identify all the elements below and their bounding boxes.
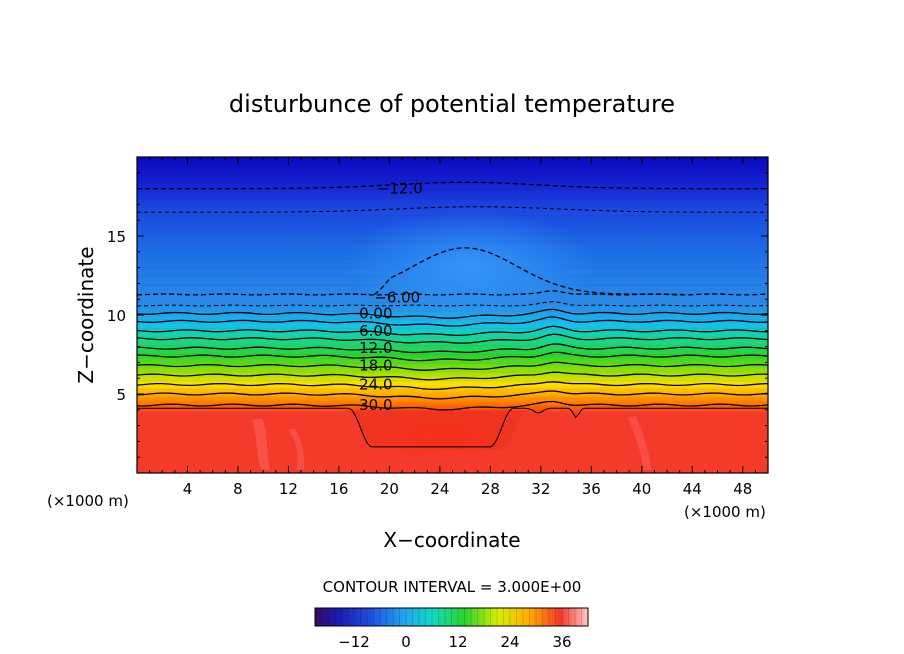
x-tick-label: 8 [233,480,243,498]
contour-line [137,333,768,344]
colorbar-tick-label: 24 [500,633,519,651]
x-tick-label: 40 [632,480,651,498]
contour-label: 30.0 [359,396,392,414]
x-tick-label: 4 [183,480,193,498]
contour-line-basin [137,407,768,448]
contour-label: 18.0 [359,357,392,375]
contour-line [137,325,768,337]
contour-line [137,371,768,381]
colorbar-frame [314,607,589,627]
colorbar-tick-label: 0 [401,633,411,651]
colorbar-steps [314,608,589,626]
colorbar-fill [315,608,588,626]
contour-label: 12.0 [359,339,392,357]
x-tick-label: 32 [531,480,550,498]
x-tick-label: 24 [430,480,449,498]
contour-label: 24.0 [359,376,392,394]
bubble-anomaly [345,210,595,320]
warm-core [350,400,530,460]
x-axis-title: X−coordinate [383,528,520,552]
colorbar-ticks: −12 0 12 24 36 [338,633,571,651]
contour-line-bubble [373,247,684,296]
x-unit-right: (×1000 m) [684,503,766,521]
contour-line [137,390,768,400]
contour-label: −6.00 [374,289,420,307]
contour-lines [137,181,768,448]
contour-interval-label: CONTOUR INTERVAL = 3.000E+00 [323,578,582,596]
contour-label: 6.00 [359,322,392,340]
contour-line-dashed [137,206,768,213]
y-tick-label: 15 [107,228,126,246]
x-axis: 4 8 12 16 20 24 28 32 36 40 44 48 [149,157,756,498]
x-unit-left: (×1000 m) [47,492,129,510]
contour-line [137,351,768,362]
pale-streak-1 [252,418,270,470]
colorbar-tick-label: 36 [552,633,571,651]
contour-label: 0.00 [359,304,392,322]
y-tick-label: 5 [116,386,126,404]
x-tick-label: 36 [582,480,601,498]
chart-title: disturbunce of potential temperature [229,90,675,118]
y-axis: 5 10 15 [107,172,768,458]
contour-line [137,343,768,354]
x-tick-label: 12 [279,480,298,498]
contour-line-dashed [137,290,768,296]
x-tick-label: 20 [380,480,399,498]
x-tick-label: 28 [481,480,500,498]
x-tick-label: 44 [683,480,702,498]
contour-line-dashed [137,301,768,307]
x-tick-label: 48 [733,480,752,498]
contour-line [137,381,768,391]
colorbar: −12 0 12 24 36 [314,607,589,651]
contour-line [137,361,768,371]
contour-label: −12.0 [377,180,423,198]
contour-line [137,316,768,327]
y-axis-title: Z−coordinate [74,246,98,383]
x-tick-label: 16 [329,480,348,498]
pale-streak-3 [628,416,652,470]
pale-streak-2 [288,428,305,470]
colorbar-tick-label: 12 [448,633,467,651]
y-tick-label: 10 [107,307,126,325]
colorbar-tick-label: −12 [338,633,370,651]
contour-line [137,308,768,319]
contour-line [137,400,768,411]
contour-line-dashed [137,181,768,190]
